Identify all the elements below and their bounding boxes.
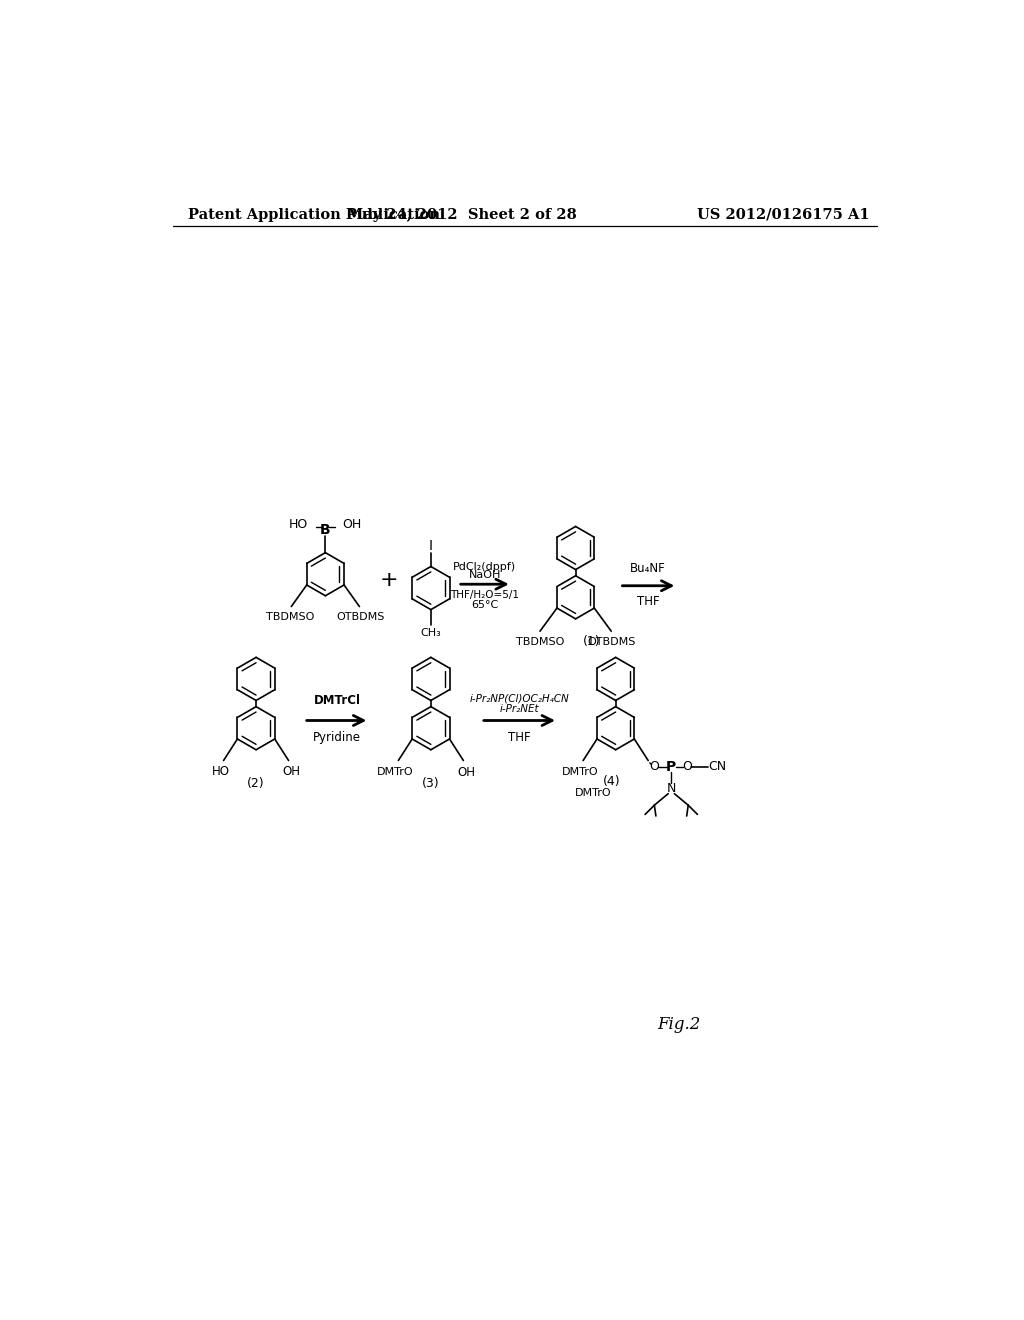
Text: OTBDMS: OTBDMS xyxy=(587,638,636,647)
Text: DMTrO: DMTrO xyxy=(377,767,414,777)
Text: TBDMSO: TBDMSO xyxy=(516,638,564,647)
Text: +: + xyxy=(379,570,397,590)
Text: Patent Application Publication: Patent Application Publication xyxy=(188,207,440,222)
Text: (2): (2) xyxy=(247,777,265,791)
Text: NaOH: NaOH xyxy=(469,570,501,581)
Text: May 24, 2012  Sheet 2 of 28: May 24, 2012 Sheet 2 of 28 xyxy=(347,207,577,222)
Text: i-Pr₂NEt: i-Pr₂NEt xyxy=(500,705,540,714)
Text: DMTrCl: DMTrCl xyxy=(313,693,360,706)
Text: (3): (3) xyxy=(422,777,439,791)
Text: HO: HO xyxy=(212,764,229,777)
Text: DMTrO: DMTrO xyxy=(562,767,598,777)
Text: Fig.2: Fig.2 xyxy=(656,1016,700,1032)
Text: B: B xyxy=(321,523,331,536)
Text: 65°C: 65°C xyxy=(471,599,499,610)
Text: I: I xyxy=(429,539,433,553)
Text: CH₃: CH₃ xyxy=(421,628,441,638)
Text: THF: THF xyxy=(508,731,530,744)
Text: O: O xyxy=(682,760,691,774)
Text: O: O xyxy=(649,760,659,774)
Text: CN: CN xyxy=(709,760,727,774)
Text: DMTrO: DMTrO xyxy=(574,788,611,797)
Text: US 2012/0126175 A1: US 2012/0126175 A1 xyxy=(697,207,869,222)
Text: OH: OH xyxy=(458,766,475,779)
Text: TBDMSO: TBDMSO xyxy=(265,612,314,622)
Text: (1): (1) xyxy=(584,635,601,648)
Text: OH: OH xyxy=(283,764,301,777)
Text: THF/H₂O=5/1: THF/H₂O=5/1 xyxy=(451,590,519,601)
Text: Pyridine: Pyridine xyxy=(313,731,360,744)
Text: i-Pr₂NP(Cl)OC₂H₄CN: i-Pr₂NP(Cl)OC₂H₄CN xyxy=(470,693,569,704)
Text: N: N xyxy=(667,781,676,795)
Text: PdCl₂(dppf): PdCl₂(dppf) xyxy=(454,562,516,572)
Text: OH: OH xyxy=(342,519,361,532)
Text: Bu₄NF: Bu₄NF xyxy=(630,562,666,576)
Text: (4): (4) xyxy=(603,775,621,788)
Text: P: P xyxy=(667,760,677,774)
Text: THF: THF xyxy=(637,595,659,609)
Text: HO: HO xyxy=(289,519,308,532)
Text: OTBDMS: OTBDMS xyxy=(337,612,385,622)
